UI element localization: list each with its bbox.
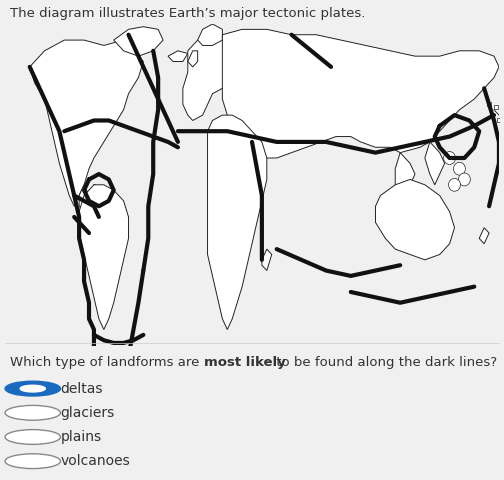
Circle shape bbox=[459, 173, 470, 186]
Polygon shape bbox=[395, 153, 415, 195]
Circle shape bbox=[444, 152, 456, 165]
Text: volcanoes: volcanoes bbox=[60, 454, 130, 468]
Circle shape bbox=[449, 179, 461, 191]
Text: Which type of landforms are: Which type of landforms are bbox=[10, 356, 204, 369]
Text: deltas: deltas bbox=[60, 382, 103, 396]
Text: The diagram illustrates Earth’s major tectonic plates.: The diagram illustrates Earth’s major te… bbox=[10, 7, 365, 20]
Polygon shape bbox=[479, 228, 489, 244]
Circle shape bbox=[20, 385, 45, 392]
Circle shape bbox=[5, 454, 60, 468]
Polygon shape bbox=[425, 142, 445, 185]
Polygon shape bbox=[79, 185, 89, 212]
Text: most likely: most likely bbox=[204, 356, 286, 369]
Polygon shape bbox=[183, 35, 247, 120]
Circle shape bbox=[5, 381, 60, 396]
Text: to be found along the dark lines?: to be found along the dark lines? bbox=[272, 356, 497, 369]
Polygon shape bbox=[114, 27, 163, 56]
Polygon shape bbox=[222, 29, 499, 158]
Circle shape bbox=[454, 162, 465, 175]
Polygon shape bbox=[79, 185, 129, 329]
Polygon shape bbox=[198, 24, 222, 46]
Polygon shape bbox=[168, 51, 188, 61]
Text: plains: plains bbox=[60, 430, 102, 444]
Circle shape bbox=[5, 430, 60, 444]
Polygon shape bbox=[262, 249, 272, 271]
Polygon shape bbox=[375, 180, 455, 260]
Text: glaciers: glaciers bbox=[60, 406, 115, 420]
Polygon shape bbox=[208, 115, 267, 329]
Polygon shape bbox=[30, 40, 143, 206]
Polygon shape bbox=[188, 51, 198, 67]
Circle shape bbox=[5, 406, 60, 420]
